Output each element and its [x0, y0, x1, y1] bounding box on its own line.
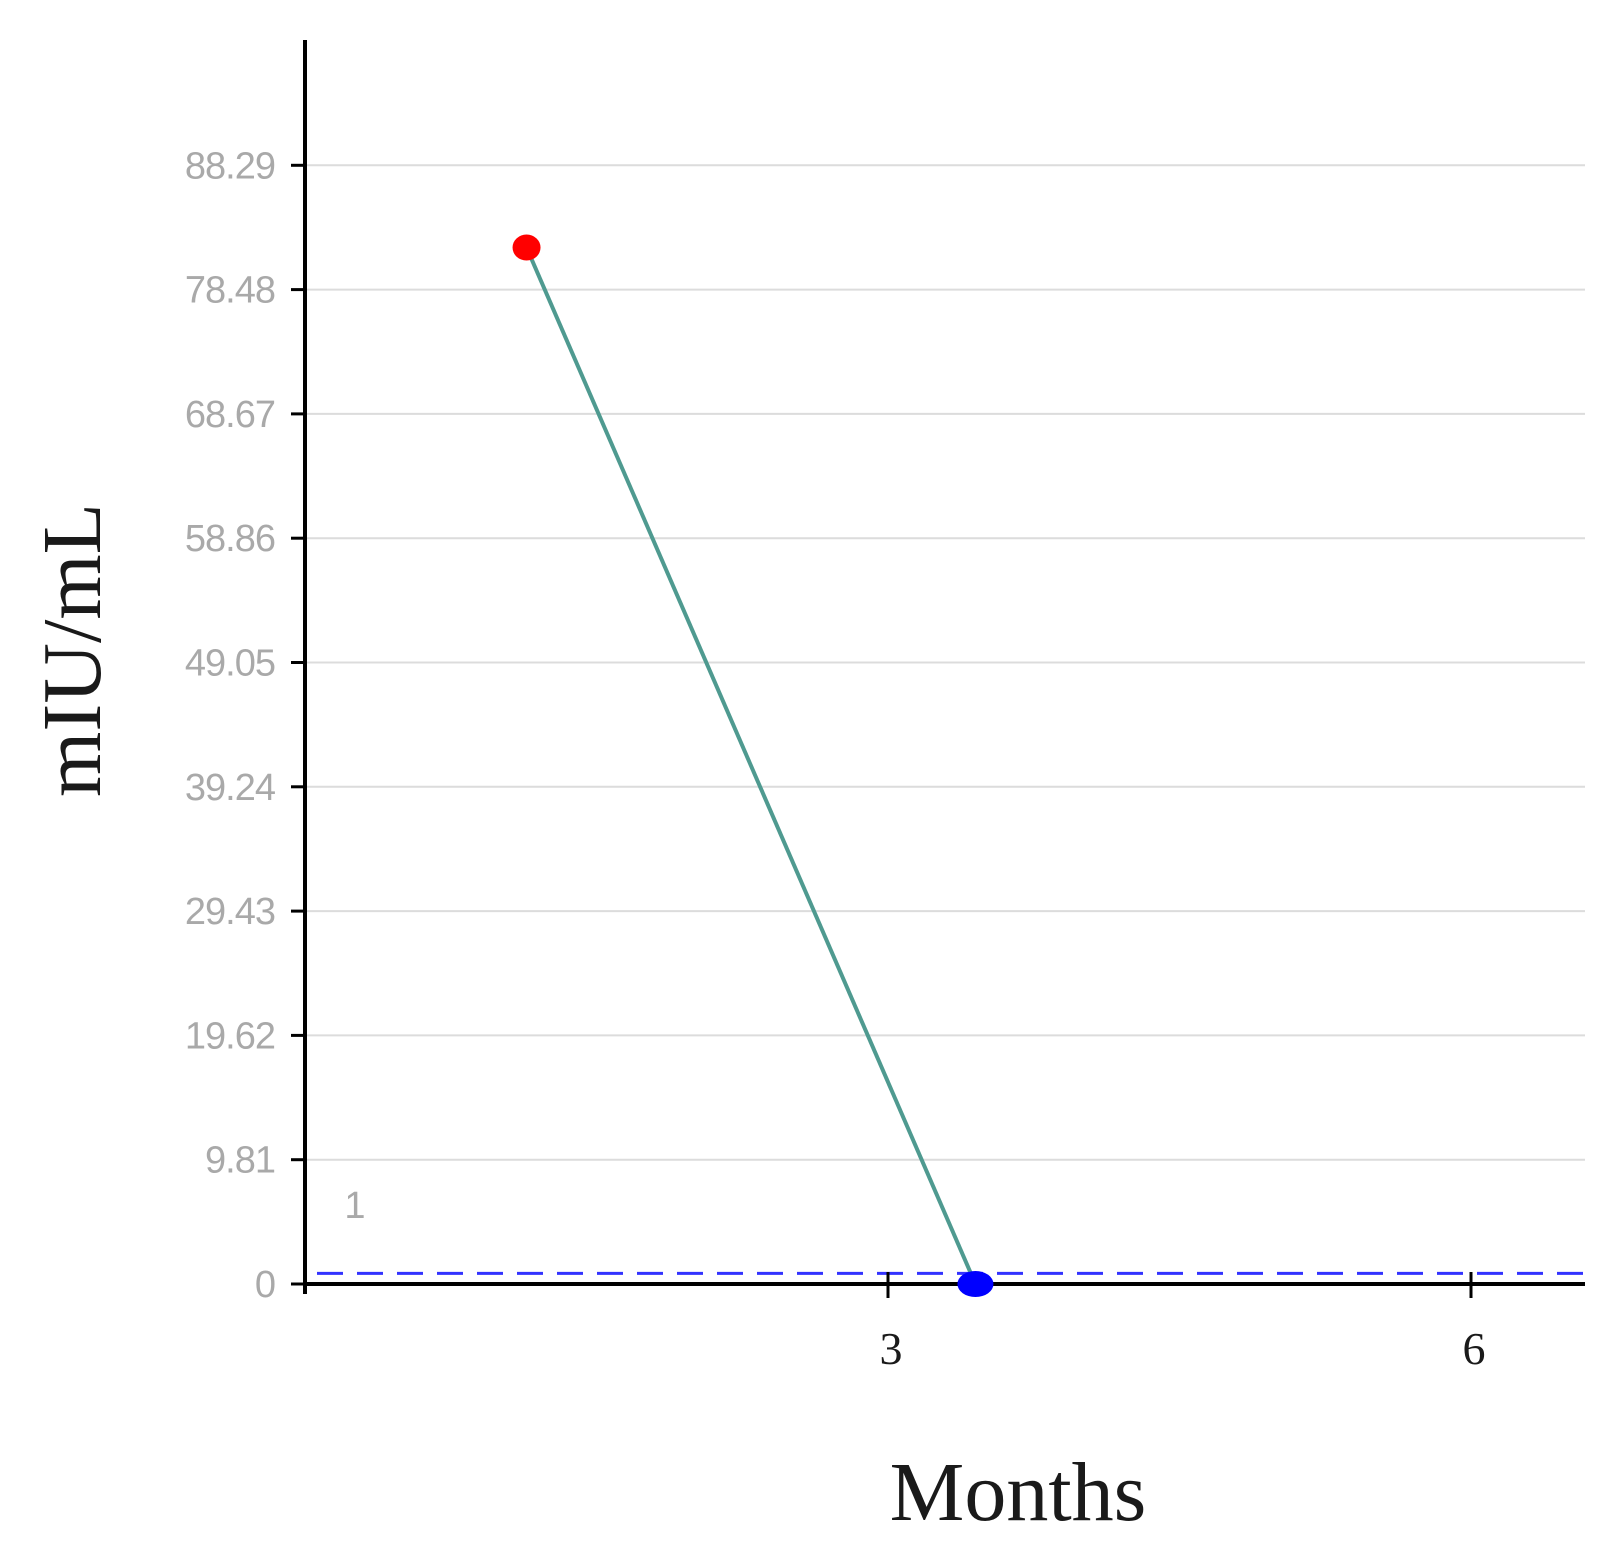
reference-line-label: 1 [344, 1185, 365, 1227]
y-tick-label: 19.62 [185, 1015, 275, 1057]
y-tick-label: 88.29 [185, 145, 275, 187]
x-tick-label: 6 [1463, 1323, 1486, 1374]
y-tick-label: 49.05 [185, 643, 275, 685]
y-tick-label: 0 [255, 1264, 275, 1306]
data-point [512, 234, 541, 261]
series-line [524, 246, 978, 1285]
axes [291, 40, 1585, 1298]
y-tick-label: 29.43 [185, 891, 275, 933]
y-tick-label: 68.67 [185, 394, 275, 436]
y-axis-title: mIU/mL [26, 503, 119, 797]
grid-lines [305, 164, 1585, 1161]
y-tick-label: 9.81 [205, 1140, 275, 1182]
y-tick-label: 58.86 [185, 518, 275, 560]
series [512, 234, 994, 1297]
y-tick-label: 78.48 [185, 270, 275, 312]
reference-line-group: 1 [317, 1185, 1585, 1275]
y-tick-labels: 0 9.81 19.62 29.43 39.24 49.05 58.86 68.67 78.48… [185, 145, 277, 1306]
y-tick-label: 39.24 [185, 767, 276, 809]
x-tick-label: 3 [880, 1323, 903, 1374]
x-axis-title: Months [890, 1446, 1147, 1539]
data-point [957, 1271, 994, 1297]
